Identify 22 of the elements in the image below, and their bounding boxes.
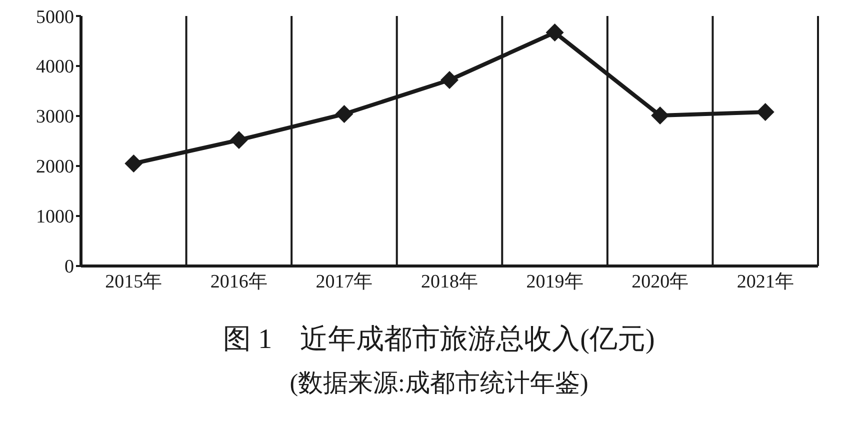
x-tick-label: 2015年 — [105, 271, 162, 292]
x-tick-label: 2019年 — [526, 271, 584, 292]
x-tick-label: 2018年 — [421, 271, 478, 292]
point — [335, 105, 354, 123]
x-tick-label: 2017年 — [316, 271, 373, 292]
point — [756, 103, 774, 121]
point — [440, 71, 458, 89]
y-tick-label: 4000 — [36, 56, 74, 78]
y-tick-label: 1000 — [36, 206, 74, 228]
x-tick-label: 2021年 — [736, 271, 794, 292]
y-tick-label: 2000 — [36, 156, 74, 178]
y-tick-label: 5000 — [36, 6, 74, 28]
point — [651, 106, 670, 124]
x-tick-label: 2020年 — [632, 271, 689, 292]
point — [546, 24, 564, 42]
y-tick-label: 3000 — [36, 106, 74, 128]
text: 图 1 近年成都市旅游总收入(亿元) — [222, 323, 656, 357]
point — [124, 154, 143, 172]
x-tick-label: 2016年 — [210, 271, 268, 292]
point — [230, 131, 248, 149]
y-tick-label: 0 — [64, 256, 74, 278]
text: (数据来源:成都市统计年鉴) — [288, 369, 590, 399]
